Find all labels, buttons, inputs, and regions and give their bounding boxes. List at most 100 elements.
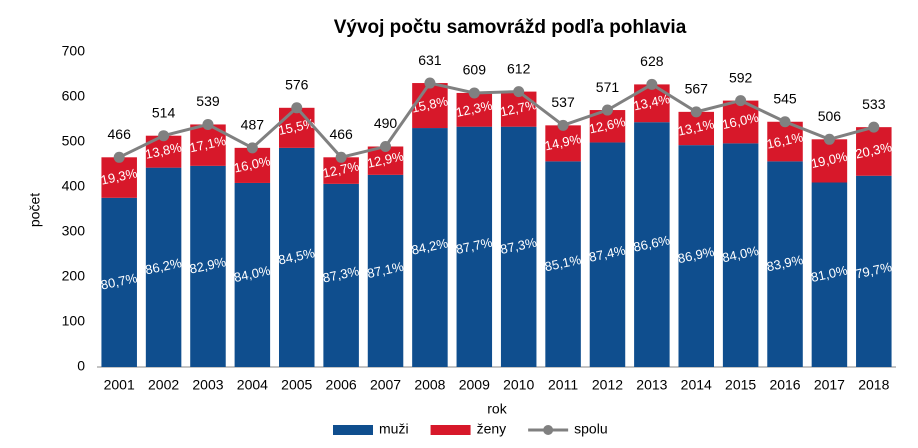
point — [468, 87, 480, 99]
legend-swatch — [333, 425, 373, 435]
y-tick-label: 700 — [62, 43, 86, 59]
point — [335, 151, 347, 163]
bar — [767, 161, 803, 367]
x-tick-label: 2018 — [858, 377, 889, 393]
y-tick-label: 500 — [62, 133, 86, 149]
bar — [323, 183, 359, 367]
bar — [234, 147, 271, 183]
bar — [412, 83, 448, 129]
data-label: 609 — [463, 62, 487, 78]
bar — [145, 167, 182, 367]
data-label: 567 — [685, 81, 709, 97]
bar — [678, 145, 715, 367]
bar — [767, 121, 803, 162]
point — [513, 86, 525, 98]
bar — [101, 197, 137, 367]
point — [291, 102, 303, 114]
bar — [678, 111, 715, 146]
data-label: 490 — [374, 115, 398, 131]
x-tick-label: 2007 — [370, 377, 401, 393]
data-label: 631 — [418, 52, 442, 68]
x-tick-label: 2012 — [592, 377, 623, 393]
legend-label: ženy — [477, 421, 507, 437]
data-label: 592 — [729, 69, 753, 85]
y-tick-label: 200 — [62, 268, 86, 284]
bar — [589, 142, 626, 367]
point — [779, 116, 791, 128]
bar — [278, 107, 315, 148]
data-label: 612 — [507, 60, 531, 76]
bar — [856, 127, 892, 176]
data-label: 571 — [596, 79, 620, 95]
bar — [190, 165, 226, 367]
y-tick-label: 0 — [77, 358, 85, 374]
data-label: 539 — [196, 93, 220, 109]
point — [690, 106, 702, 118]
bar — [278, 147, 315, 367]
legend-label: muži — [379, 421, 409, 437]
data-label: 506 — [818, 108, 842, 124]
x-tick-label: 2006 — [326, 377, 357, 393]
point — [158, 130, 170, 142]
point — [646, 78, 658, 90]
x-tick-label: 2003 — [192, 377, 223, 393]
x-axis-title: rok — [487, 401, 507, 417]
bar — [412, 128, 448, 367]
point — [424, 77, 436, 89]
point — [246, 142, 258, 154]
bar — [456, 92, 493, 127]
bar — [500, 91, 537, 127]
x-tick-label: 2011 — [548, 377, 578, 393]
point — [735, 95, 747, 107]
bar — [234, 182, 271, 367]
chart-title: Vývoj počtu samovrážd podľa pohlavia — [334, 17, 687, 38]
legend-label: spolu — [574, 421, 607, 437]
bar — [367, 174, 404, 367]
point — [557, 119, 569, 131]
x-tick-label: 2008 — [414, 377, 445, 393]
bar — [101, 157, 137, 198]
bar — [811, 139, 848, 183]
point — [380, 141, 392, 152]
data-label: 545 — [773, 90, 797, 106]
point — [113, 151, 125, 163]
y-tick-label: 600 — [62, 88, 86, 104]
data-label: 466 — [329, 126, 353, 142]
bar — [811, 182, 848, 367]
x-tick-label: 2004 — [237, 377, 268, 393]
bar — [634, 122, 670, 367]
x-tick-label: 2010 — [503, 377, 534, 393]
x-tick-label: 2005 — [281, 377, 312, 393]
data-label: 487 — [241, 117, 265, 133]
bar — [856, 175, 892, 367]
data-label: 466 — [108, 126, 132, 142]
bar — [456, 126, 493, 367]
bar — [545, 125, 581, 162]
y-tick-label: 400 — [62, 178, 86, 194]
data-label: 533 — [862, 96, 886, 112]
data-label: 537 — [551, 94, 575, 110]
y-tick-label: 300 — [62, 223, 86, 239]
legend-swatch — [430, 425, 471, 435]
x-tick-label: 2001 — [104, 377, 135, 393]
x-tick-label: 2002 — [148, 377, 179, 393]
data-label: 576 — [285, 77, 309, 93]
point — [601, 104, 613, 116]
x-tick-label: 2009 — [459, 377, 490, 393]
y-tick-label: 100 — [62, 313, 86, 329]
x-tick-label: 2017 — [814, 377, 845, 393]
point — [823, 133, 835, 145]
data-label: 514 — [152, 104, 176, 120]
bar — [545, 161, 581, 367]
x-tick-label: 2013 — [636, 377, 667, 393]
point — [868, 121, 880, 133]
y-axis-title: počet — [27, 193, 43, 227]
line — [118, 81, 875, 159]
point — [202, 118, 214, 130]
bar — [500, 126, 537, 367]
data-label: 628 — [640, 53, 664, 69]
x-tick-label: 2016 — [769, 377, 800, 393]
x-tick-label: 2015 — [725, 377, 756, 393]
legend-swatch — [543, 425, 554, 435]
